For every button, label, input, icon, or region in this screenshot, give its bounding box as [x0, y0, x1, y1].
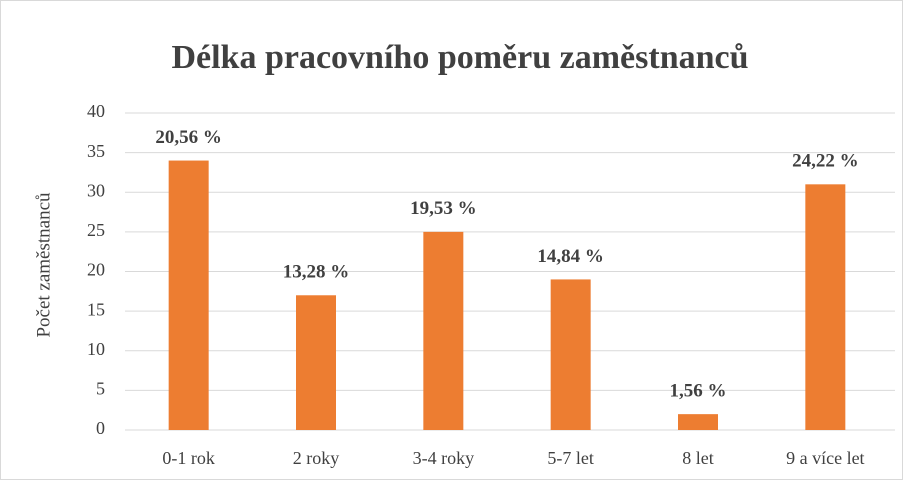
bar — [678, 414, 718, 430]
data-label: 1,56 % — [670, 381, 727, 402]
x-tick-label: 8 let — [682, 448, 714, 468]
x-tick-label: 0-1 rok — [162, 448, 215, 468]
y-tick-label: 0 — [96, 418, 105, 438]
data-label: 13,28 % — [283, 262, 350, 283]
x-tick-label: 9 a více let — [786, 448, 864, 468]
y-tick-label: 20 — [87, 260, 105, 280]
x-tick-label: 3-4 roky — [413, 448, 475, 468]
y-tick-label: 35 — [87, 141, 105, 161]
x-tick-label: 5-7 let — [547, 448, 594, 468]
data-label: 19,53 % — [410, 198, 477, 219]
bar — [423, 231, 464, 430]
x-tick-label: 2 roky — [293, 448, 340, 468]
y-tick-label: 5 — [96, 379, 105, 399]
y-tick-label: 10 — [87, 339, 105, 359]
bar — [296, 295, 336, 430]
y-tick-label: 30 — [87, 180, 105, 200]
data-label: 20,56 % — [155, 127, 222, 148]
data-label: 14,84 % — [537, 246, 604, 267]
y-tick-label: 15 — [87, 299, 105, 319]
bar — [805, 184, 846, 430]
data-label: 24,22 % — [792, 151, 859, 172]
y-axis-label: Počet zaměstnanců — [33, 192, 54, 338]
bar — [168, 160, 209, 431]
bar — [550, 279, 591, 430]
y-tick-label: 25 — [87, 220, 105, 240]
y-tick-label: 40 — [87, 101, 105, 121]
chart-title: Délka pracovního poměru zaměstnanců — [171, 39, 748, 76]
